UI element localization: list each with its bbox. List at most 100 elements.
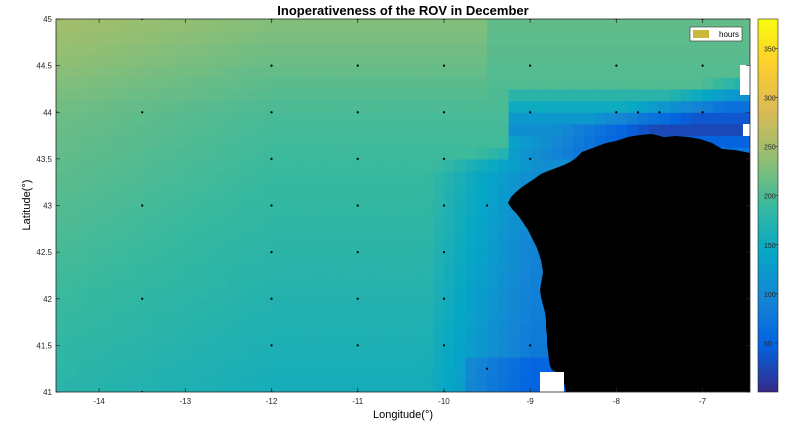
heatmap-cell [433,252,445,265]
heatmap-cell [228,228,240,242]
heatmap-cell [131,65,143,78]
heatmap-cell [443,252,456,265]
heatmap-cell [239,240,251,253]
heatmap-cell [379,310,391,323]
heatmap-cell [131,263,143,277]
heatmap-cell [56,368,68,381]
heatmap-cell [293,205,305,218]
heatmap-cell [379,368,391,381]
grid-point [270,64,273,67]
heatmap-cell [691,42,704,55]
heatmap-cell [260,147,273,160]
heatmap-cell [271,205,283,218]
heatmap-cell [540,65,553,78]
heatmap-cell [99,30,111,43]
heatmap-cell [702,42,714,55]
heatmap-cell [120,182,133,195]
heatmap-cell [282,170,294,183]
heatmap-cell [206,193,219,207]
heatmap-cell [562,112,574,125]
heatmap-cell [120,65,133,78]
heatmap-cell [357,380,370,392]
heatmap-cell [465,322,477,335]
heatmap-cell [239,77,251,90]
heatmap-cell [131,193,143,207]
heatmap-cell [519,88,531,102]
heatmap-cell [239,345,251,358]
heatmap-cell [56,287,68,300]
heatmap-cell [174,88,186,102]
heatmap-cell [530,298,542,312]
heatmap-cell [594,53,607,67]
heatmap-cell [465,170,477,183]
heatmap-cell [400,310,413,323]
heatmap-cell [293,333,305,346]
heatmap-cell [648,53,661,67]
heatmap-cell [411,123,423,137]
heatmap-cell [346,19,359,32]
heatmap-cell [56,53,68,67]
heatmap-cell [152,380,165,392]
heatmap-cell [422,158,434,172]
heatmap-cell [142,263,154,277]
heatmap-cell [56,65,68,78]
heatmap-cell [185,170,197,183]
heatmap-cell [303,182,316,195]
heatmap-cell [142,380,154,392]
heatmap-cell [616,65,628,78]
heatmap-cell [206,53,219,67]
heatmap-cell [88,30,100,43]
heatmap-cell [142,123,154,137]
heatmap-cell [433,333,445,346]
heatmap-cell [681,19,693,32]
heatmap-cell [152,263,165,277]
heatmap-cell [443,263,456,277]
heatmap-cell [325,275,337,288]
heatmap-cell [249,345,262,358]
heatmap-cell [239,193,251,207]
heatmap-cell [443,298,456,312]
grid-point [141,204,144,207]
heatmap-cell [56,217,68,230]
heatmap-cell [131,42,143,55]
heatmap-cell [152,30,165,43]
heatmap-cell [163,252,176,265]
heatmap-cell [185,30,197,43]
heatmap-cell [519,42,531,55]
heatmap-cell [239,322,251,335]
heatmap-cell [336,147,348,160]
heatmap-cell [357,217,370,230]
heatmap-cell [217,217,230,230]
heatmap-cell [594,65,607,78]
heatmap-cell [336,135,348,148]
heatmap-cell [282,310,294,323]
heatmap-cell [196,77,208,90]
heatmap-cell [66,193,79,207]
heatmap-cell [745,135,750,148]
heatmap-cell [454,19,467,32]
heatmap-cell [56,322,68,335]
heatmap-cell [260,158,273,172]
heatmap-cell [637,77,650,90]
missing-data-corner-bottom [540,372,564,392]
heatmap-cell [77,228,89,242]
heatmap-cell [465,65,477,78]
heatmap-cell [454,53,467,67]
heatmap-cell [465,240,477,253]
heatmap-cell [131,158,143,172]
heatmap-cell [271,30,283,43]
heatmap-cell [325,298,337,312]
heatmap-cell [239,53,251,67]
heatmap-cell [196,170,208,183]
heatmap-cell [487,19,499,32]
heatmap-cell [346,298,359,312]
heatmap-cell [508,77,520,90]
heatmap-cell [131,135,143,148]
grid-point [356,204,359,207]
heatmap-cell [476,112,488,125]
heatmap-cell [368,217,380,230]
heatmap-cell [551,30,564,43]
heatmap-cell [77,322,89,335]
heatmap-cell [293,228,305,242]
heatmap-cell [476,357,488,370]
